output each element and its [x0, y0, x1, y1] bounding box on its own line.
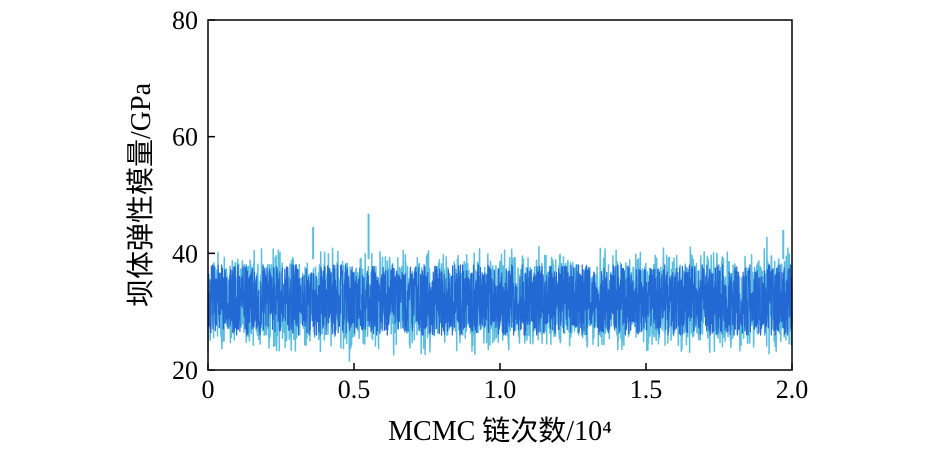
x-tick-label: 0.5 [338, 375, 371, 404]
y-tick-label: 80 [172, 6, 198, 35]
trace-layer [207, 213, 793, 363]
x-axis-label: MCMC 链次数/10⁴ [388, 415, 612, 447]
x-tick-label: 1.5 [630, 375, 663, 404]
y-tick-label: 20 [172, 356, 198, 385]
y-tick-label: 60 [172, 123, 198, 152]
x-tick-label: 1.0 [484, 375, 517, 404]
y-tick-label: 40 [172, 239, 198, 268]
series-trace-2 [207, 264, 793, 336]
x-tick-label: 2.0 [776, 375, 809, 404]
y-axis: 20 40 60 80 [172, 6, 215, 385]
x-tick-label: 0 [202, 375, 215, 404]
y-axis-label: 坝体弹性模量/GPa [125, 82, 157, 307]
x-axis: 0 0.5 1.0 1.5 2.0 [202, 363, 809, 404]
